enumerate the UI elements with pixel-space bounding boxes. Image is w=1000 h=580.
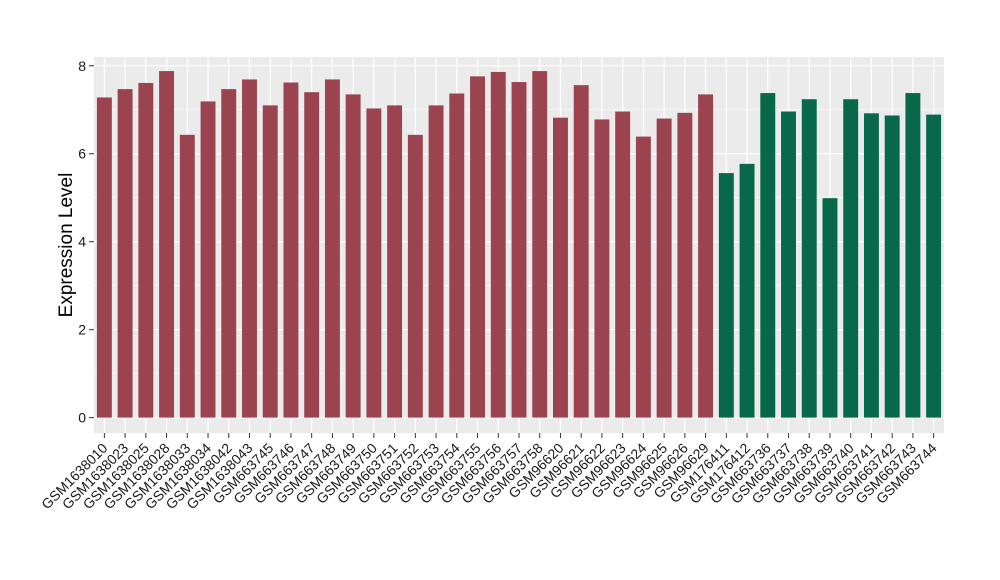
bar-GSM1638023 [117,89,133,418]
bar-layer [96,71,942,418]
y-tick-label: 6 [78,146,86,162]
bar-GSM176411 [718,173,734,418]
bar-GSM663740 [843,99,859,418]
bar-GSM96626 [677,112,693,418]
bar-GSM96625 [656,118,672,418]
bar-GSM663755 [470,76,485,418]
bar-GSM1638043 [242,79,257,418]
bar-GSM1638028 [159,71,175,418]
bar-GSM1638033 [179,134,195,418]
y-axis-title: Expression Level [56,173,77,318]
bar-GSM663745 [262,105,278,418]
bar-GSM1638034 [200,101,216,418]
bar-GSM1638042 [221,89,237,418]
bar-GSM663751 [387,105,403,418]
bar-GSM663739 [822,198,838,418]
bar-GSM96629 [698,94,714,418]
bar-GSM663748 [324,79,340,418]
bar-GSM663758 [532,71,548,418]
bar-GSM663743 [905,93,921,418]
bar-GSM176412 [739,163,755,418]
bar-GSM663754 [449,93,465,418]
bar-GSM663744 [926,114,942,418]
bar-GSM663752 [407,134,423,418]
bar-GSM96624 [635,136,651,418]
y-tick-label: 2 [78,322,86,338]
y-tick-label: 8 [78,58,86,74]
bar-GSM663736 [760,93,776,418]
bar-GSM96623 [615,111,631,418]
bar-GSM1638025 [138,82,154,418]
y-tick-label: 0 [78,410,86,426]
bar-GSM663750 [366,108,382,418]
bar-GSM663753 [428,105,444,418]
bar-GSM663756 [490,71,506,418]
bar-GSM663737 [781,111,796,418]
bar-GSM663738 [801,99,817,418]
bar-GSM96620 [553,117,568,418]
x-axis: GSM1638010GSM1638023GSM1638025GSM1638028… [38,433,940,512]
bar-GSM96622 [594,119,610,418]
bar-GSM663746 [283,82,299,418]
y-tick-label: 4 [78,234,86,250]
y-axis: 0 2 4 6 8 [78,58,94,426]
bar-GSM663757 [511,82,527,418]
bar-GSM96621 [573,85,589,418]
bar-GSM663741 [863,113,879,418]
bar-GSM663747 [304,92,320,418]
bar-GSM663742 [884,115,900,418]
bar-GSM663749 [345,94,361,418]
bar-GSM1638010 [96,97,112,418]
